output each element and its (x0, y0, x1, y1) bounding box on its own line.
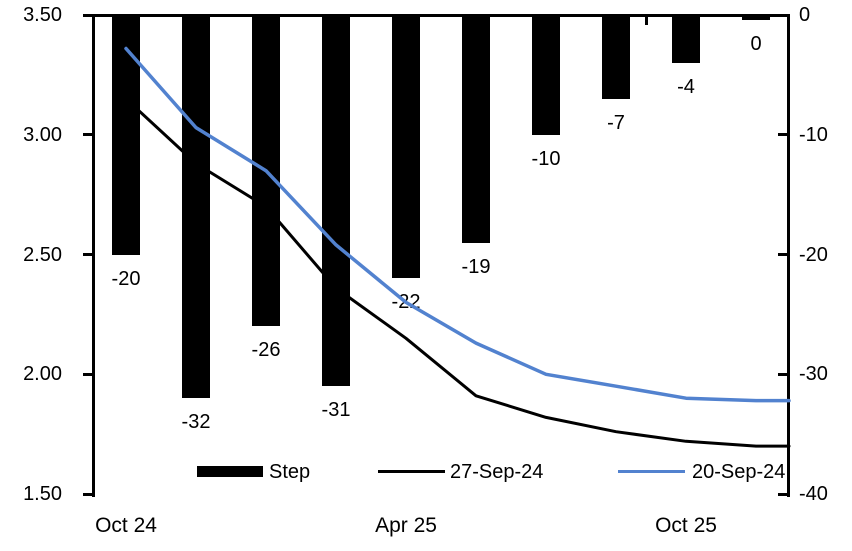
bar-data-label: -32 (181, 411, 211, 434)
bar-data-label: 0 (750, 33, 762, 55)
right-axis-tick (778, 253, 788, 256)
bar-data-label: -4 (677, 75, 695, 98)
x-axis-label: Apr 25 (375, 514, 437, 537)
legend-step-label: Step (269, 461, 311, 483)
step-bar (602, 15, 630, 99)
legend-27sep-label: 27-Sep-24 (450, 461, 544, 483)
bar-data-label: -31 (321, 399, 351, 422)
right-axis-tick-label: 0 (799, 4, 811, 26)
step-bar (672, 15, 700, 63)
left-axis-tick (83, 133, 93, 137)
line-27-Sep-24 (124, 97, 791, 448)
left-axis-tick-label: 1.50 (23, 483, 62, 505)
step-bar (532, 15, 560, 135)
right-axis-line (786, 13, 790, 497)
right-axis-tick-label: -30 (799, 363, 828, 386)
left-axis-tick (83, 13, 93, 17)
step-bar (322, 15, 350, 387)
bar-data-label: -26 (251, 339, 281, 362)
left-axis-tick-label: 2.00 (23, 363, 62, 386)
bar-data-label: -7 (607, 111, 625, 134)
axis-tick (645, 16, 648, 25)
legend-27sep-swatch (378, 470, 445, 473)
bar-data-label: -19 (461, 255, 491, 278)
left-axis-tick (83, 372, 93, 376)
x-axis-label: Oct 25 (655, 514, 717, 537)
line-20-Sep-24 (124, 46, 791, 403)
right-axis-tick-label: -20 (799, 243, 828, 266)
legend-20sep-label: 20-Sep-24 (692, 461, 786, 483)
left-axis-tick-label: 3.50 (23, 4, 62, 26)
bar-data-label: -10 (531, 147, 561, 170)
left-axis-tick (83, 253, 93, 256)
step-bar (462, 15, 490, 243)
x-axis-label: Oct 24 (95, 514, 157, 537)
right-axis-tick (778, 13, 788, 17)
legend-step-swatch (197, 466, 263, 477)
bar-data-label: -20 (111, 267, 141, 290)
step-bar (182, 15, 210, 399)
right-axis-tick (778, 492, 788, 496)
right-axis-tick-label: -10 (799, 123, 828, 146)
right-axis-tick (778, 133, 788, 137)
legend-20sep-swatch (618, 470, 685, 473)
left-axis-tick-label: 3.00 (23, 123, 62, 146)
step-bar (742, 15, 770, 20)
left-axis-line (91, 13, 95, 497)
step-bar (392, 15, 420, 279)
right-axis-tick-label: -40 (799, 483, 828, 505)
step-bar (112, 15, 140, 255)
top-baseline (91, 13, 790, 17)
right-axis-tick (778, 372, 788, 376)
left-axis-tick-label: 2.50 (23, 243, 62, 266)
left-axis-tick (83, 492, 93, 496)
